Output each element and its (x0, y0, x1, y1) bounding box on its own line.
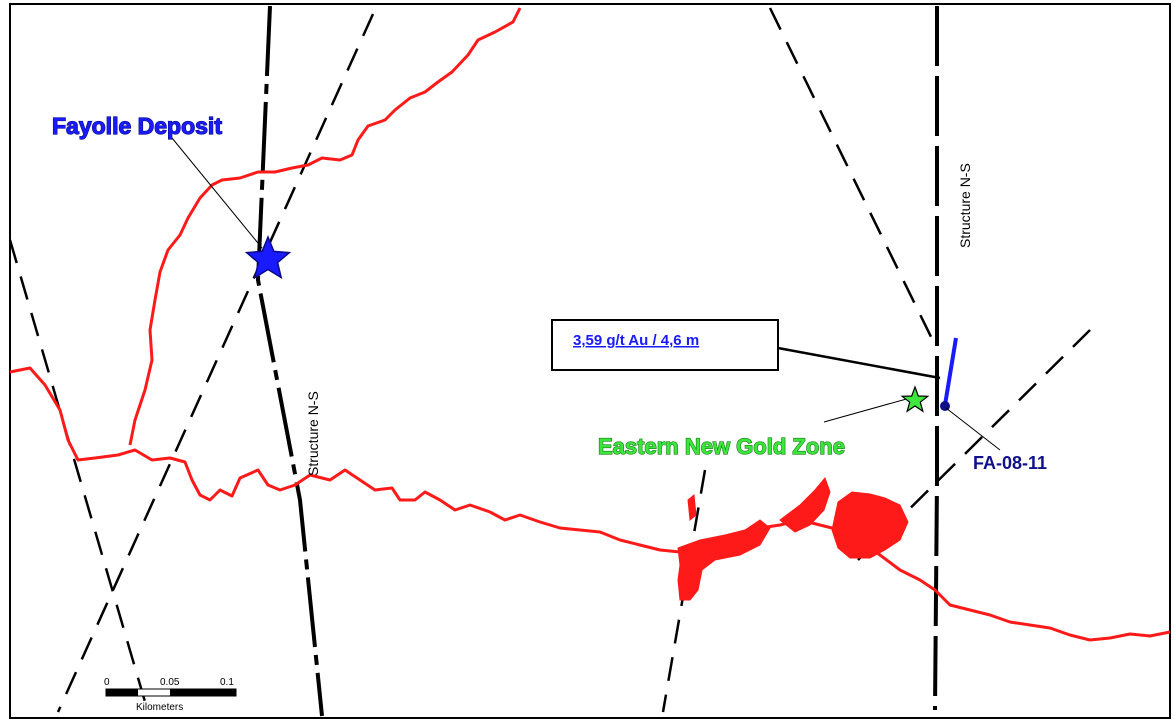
scale-tick-2: 0.1 (220, 677, 234, 688)
shoreline-lines (9, 7, 1171, 642)
assay-label: 3,59 g/t Au / 4,6 m (573, 332, 699, 349)
leader-hole (945, 407, 1001, 451)
leader-assay (777, 346, 941, 380)
river-south (9, 366, 1171, 642)
structure-ns-west-line (255, 5, 324, 717)
leader-zone (823, 397, 911, 423)
structure-west-label: Structure N-S (305, 391, 321, 476)
lake-west (677, 519, 771, 601)
structure-ns-east-line (933, 6, 939, 711)
scale-tick-0: 0 (104, 677, 110, 688)
leader-lines (171, 137, 1001, 451)
drill-hole (940, 337, 958, 411)
drill-trace-line (943, 337, 958, 406)
lake-east (831, 491, 909, 559)
assay-callout-box (551, 319, 779, 371)
fault-line-3 (768, 7, 937, 346)
deposit-label: Fayolle Deposit (52, 113, 222, 139)
structure-east-label: Structure N-S (957, 163, 973, 248)
scale-seg-1 (106, 689, 138, 696)
star-icon (900, 385, 930, 413)
leader-deposit (171, 137, 263, 249)
drill-hole-label: FA-08-11 (973, 453, 1047, 473)
water-bodies (677, 477, 909, 601)
fault-line-1 (56, 13, 375, 713)
scale-tick-1: 0.05 (160, 677, 180, 688)
scale-unit: Kilometers (136, 702, 183, 713)
fault-line-2 (8, 239, 150, 713)
river-north (128, 7, 522, 446)
dot-icon (940, 401, 950, 411)
lake-center (779, 477, 831, 533)
ns-structures (255, 5, 939, 717)
star-icon (244, 235, 292, 280)
scale-bar: 0 0.05 0.1 Kilometers (104, 677, 237, 713)
lake-stream (687, 494, 697, 521)
scale-seg-3 (170, 689, 236, 696)
zone-label: Eastern New Gold Zone (598, 434, 845, 459)
